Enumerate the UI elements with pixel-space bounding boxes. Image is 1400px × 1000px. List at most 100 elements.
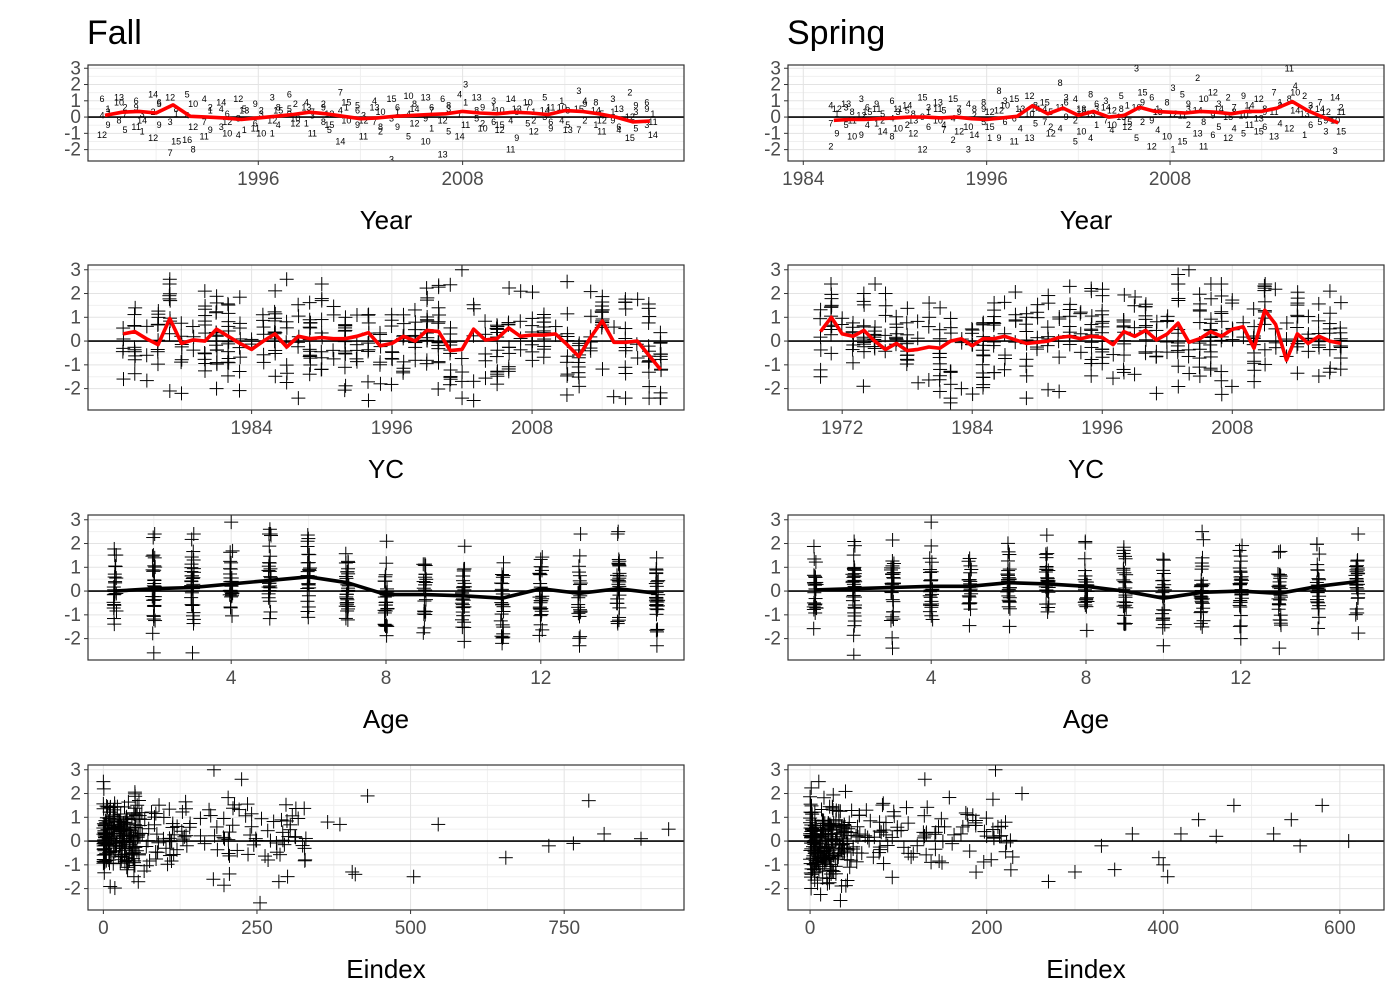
x-tick-label: 1996 [966, 169, 1008, 190]
data-point [806, 595, 821, 610]
y-tick-label: -1 [64, 355, 81, 376]
data-point [456, 563, 471, 578]
data-point-label: 9 [134, 102, 139, 112]
data-point-label: 12 [97, 130, 107, 140]
data-point [661, 822, 676, 837]
data-point [418, 577, 433, 592]
data-point [960, 807, 975, 822]
data-point [495, 570, 510, 585]
data-point [268, 369, 283, 384]
data-point [1079, 592, 1094, 607]
data-point [145, 562, 160, 577]
data-point [170, 842, 185, 857]
data-point-label: 3 [1134, 63, 1139, 73]
data-point [280, 869, 295, 884]
data-point [96, 816, 111, 831]
data-point [1039, 528, 1054, 543]
data-point [856, 286, 871, 301]
data-point-label: 4 [1155, 125, 1160, 135]
data-point [297, 841, 312, 856]
data-point [162, 848, 177, 863]
y-tick-label: 3 [770, 58, 781, 79]
y-tick-label: 1 [770, 307, 781, 328]
data-point [962, 844, 977, 859]
data-point [945, 836, 960, 851]
data-point-label: 15 [324, 120, 334, 130]
data-point-label: 1 [491, 102, 496, 112]
data-point-label: 8 [996, 86, 1001, 96]
data-point [1232, 619, 1247, 634]
data-point-label: 7 [429, 106, 434, 116]
data-point-label: 9 [157, 120, 162, 130]
data-point-label: 15 [1177, 136, 1187, 146]
data-point [455, 365, 470, 380]
data-point-label: 11 [893, 104, 902, 114]
data-point-label: 1 [610, 107, 615, 117]
data-point [1118, 551, 1133, 566]
data-point [804, 798, 819, 813]
data-point [164, 854, 179, 869]
data-point [109, 548, 124, 563]
data-point [1107, 862, 1122, 877]
data-point [900, 301, 915, 316]
data-point-label: 10 [1107, 120, 1117, 130]
data-point-label: 15 [1076, 106, 1086, 116]
data-point-label: 9 [1241, 91, 1246, 101]
data-point [560, 274, 575, 289]
data-point-label: 5 [880, 109, 885, 119]
data-point-label: 9 [957, 107, 962, 117]
data-point-label: 12 [1321, 107, 1331, 117]
data-point [1171, 379, 1186, 394]
data-point [297, 853, 312, 868]
data-point [384, 313, 399, 328]
data-point [1077, 563, 1092, 578]
data-point-label: 3 [140, 109, 145, 119]
data-point [109, 586, 124, 601]
data-point [1041, 288, 1056, 303]
data-point [478, 353, 493, 368]
data-point [560, 326, 575, 341]
data-point [878, 308, 893, 323]
data-point-label: 5 [565, 120, 570, 130]
data-point-label: 5 [1317, 117, 1322, 127]
data-point [457, 561, 472, 576]
data-point [1041, 600, 1056, 615]
data-point [224, 515, 239, 530]
data-point-label: 10 [256, 128, 266, 138]
data-point [610, 527, 625, 542]
data-point [806, 539, 821, 554]
data-point [159, 841, 174, 856]
y-tick-label: -1 [64, 123, 81, 144]
data-point [1119, 567, 1134, 582]
data-point [1073, 305, 1088, 320]
data-point-label: 4 [1088, 133, 1093, 143]
data-point [829, 803, 844, 818]
data-point [611, 556, 626, 571]
data-point [804, 836, 819, 851]
data-point [107, 541, 122, 556]
data-point [349, 351, 364, 366]
y-tick-label: -2 [64, 140, 81, 161]
data-point-label: 4 [941, 120, 946, 130]
data-point-label: 3 [576, 86, 581, 96]
data-point [999, 835, 1014, 850]
data-point [300, 555, 315, 570]
data-point [184, 590, 199, 605]
data-point-label: 6 [1094, 99, 1099, 109]
data-point [209, 819, 224, 834]
data-point-label: 5 [1180, 89, 1185, 99]
data-point-label: 4 [966, 99, 971, 109]
data-point-label: 3 [168, 117, 173, 127]
data-point-label: 10 [557, 102, 567, 112]
data-point [489, 349, 504, 364]
data-point-label: 10 [847, 132, 857, 142]
data-point-label: 12 [438, 115, 448, 125]
data-point-label: 9 [859, 130, 864, 140]
data-point [301, 599, 316, 614]
data-point-label: 6 [889, 96, 894, 106]
data-point [618, 292, 633, 307]
data-point [917, 772, 932, 787]
data-point-label: 3 [1308, 101, 1313, 111]
data-point [225, 608, 240, 623]
data-point [160, 857, 175, 872]
